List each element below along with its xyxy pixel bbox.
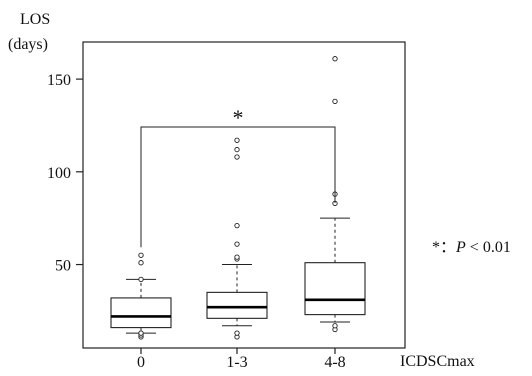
- outlier-point: [234, 154, 240, 160]
- outlier-point: [138, 330, 144, 336]
- box-4-8: [304, 56, 366, 333]
- y-axis: 50 100 150: [47, 72, 83, 275]
- y-tick-label-50: 50: [55, 258, 71, 275]
- y-axis-label-line2: (days): [8, 36, 48, 53]
- outlier-point: [234, 254, 240, 260]
- significance-note-sep: ：: [440, 239, 456, 256]
- significance-note-rest: < 0.01: [466, 239, 511, 256]
- iqr-box: [206, 291, 268, 319]
- y-axis-label-line1: LOS: [20, 11, 50, 28]
- significance-note-star: *: [432, 239, 440, 256]
- x-tick-label-0: 0: [137, 354, 145, 371]
- significance-note-p: P: [455, 239, 466, 256]
- x-tick-label-1-3: 1-3: [226, 354, 247, 371]
- outlier-point: [332, 323, 338, 329]
- y-tick-label-150: 150: [47, 72, 71, 89]
- iqr-box: [110, 297, 172, 329]
- iqr-box: [304, 262, 366, 316]
- box-0: [110, 252, 172, 340]
- outlier-point: [234, 137, 240, 143]
- x-axis: 0 1-3 4-8: [137, 348, 346, 371]
- outlier-point: [332, 98, 338, 104]
- x-tick-label-4-8: 4-8: [324, 354, 345, 371]
- plot-frame: [82, 41, 406, 349]
- x-axis-label: ICDSCmax: [400, 353, 475, 370]
- outlier-point: [234, 222, 240, 229]
- outlier-point: [138, 260, 144, 266]
- box-series: [110, 56, 366, 340]
- outlier-point: [234, 241, 240, 247]
- bracket-line: [140, 126, 336, 248]
- y-tick-label-100: 100: [47, 165, 71, 182]
- outlier-point: [332, 56, 338, 62]
- outlier-point: [234, 330, 240, 336]
- outlier-point: [138, 252, 144, 258]
- significance-star: *: [233, 105, 244, 130]
- significance-note: *：P < 0.01: [432, 239, 511, 256]
- significance-bracket: *: [140, 105, 336, 248]
- box-1-3: [206, 137, 268, 340]
- outlier-point: [138, 276, 144, 283]
- outlier-point: [234, 146, 240, 153]
